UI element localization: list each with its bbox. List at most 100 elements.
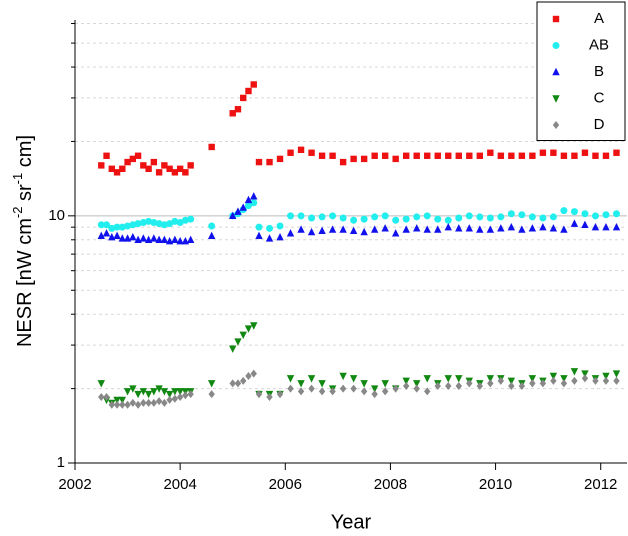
marker-triangle-up <box>391 229 400 237</box>
marker-square <box>434 152 441 159</box>
marker-triangle-down <box>118 396 127 405</box>
x-tick-label: 2002 <box>58 476 91 493</box>
marker-triangle-up <box>591 222 600 231</box>
marker-circle <box>413 213 421 221</box>
marker-square <box>550 149 557 156</box>
marker-square <box>140 162 147 169</box>
marker-circle <box>350 216 358 224</box>
marker-square <box>476 152 483 159</box>
marker-square <box>308 149 315 156</box>
y-label-superscript: -2 <box>10 207 25 219</box>
marker-circle <box>145 217 153 225</box>
marker-diamond <box>161 398 168 407</box>
marker-diamond <box>602 376 610 385</box>
marker-square <box>134 152 142 159</box>
marker-triangle-up <box>497 224 505 232</box>
marker-square <box>371 152 378 159</box>
marker-square <box>360 155 368 163</box>
marker-circle <box>129 221 137 229</box>
marker-triangle-up <box>255 231 263 240</box>
y-label-part: sr <box>14 184 36 207</box>
marker-circle <box>297 212 305 220</box>
marker-circle <box>287 212 295 220</box>
marker-square <box>234 106 242 113</box>
marker-circle <box>455 214 463 222</box>
marker-circle <box>139 218 147 226</box>
marker-triangle-down <box>244 325 253 333</box>
marker-triangle-up <box>318 226 326 234</box>
x-tick-label: 2004 <box>163 476 196 493</box>
marker-square <box>466 152 473 159</box>
marker-triangle-up <box>560 225 568 233</box>
marker-triangle-down <box>402 377 410 386</box>
marker-diamond <box>487 379 494 388</box>
marker-circle <box>134 220 142 228</box>
marker-triangle-down <box>370 385 379 393</box>
marker-diamond <box>176 392 184 401</box>
marker-triangle-up <box>102 229 111 237</box>
marker-triangle-up <box>160 235 169 243</box>
marker-square <box>539 149 547 156</box>
marker-triangle-down <box>297 380 305 388</box>
marker-triangle-down <box>549 372 558 381</box>
marker-square <box>413 152 420 159</box>
marker-square <box>166 165 173 173</box>
marker-square <box>518 152 526 159</box>
marker-triangle-up <box>360 227 368 236</box>
marker-diamond <box>360 387 368 396</box>
marker-diamond <box>434 381 441 390</box>
marker-square <box>113 169 121 176</box>
marker-triangle-up <box>150 234 158 242</box>
marker-triangle-up <box>265 234 274 242</box>
marker-square <box>98 162 105 169</box>
marker-triangle-up <box>602 222 610 231</box>
marker-square <box>108 165 115 173</box>
marker-square <box>129 155 137 163</box>
marker-triangle-up <box>434 225 442 233</box>
marker-triangle-down <box>239 331 247 340</box>
marker-triangle-up <box>381 224 389 232</box>
marker-circle <box>612 210 620 218</box>
marker-circle <box>113 223 121 231</box>
marker-diamond <box>476 381 483 390</box>
marker-circle <box>402 215 410 223</box>
marker-circle <box>476 213 484 221</box>
marker-triangle-up <box>113 231 121 240</box>
marker-diamond <box>150 398 158 407</box>
marker-triangle-down <box>612 370 621 378</box>
marker-circle <box>560 207 568 215</box>
marker-triangle-up <box>118 234 127 242</box>
marker-diamond <box>108 400 115 409</box>
marker-diamond <box>529 379 536 388</box>
marker-triangle-down <box>207 380 216 388</box>
marker-triangle-down <box>528 375 537 383</box>
marker-square <box>329 152 336 159</box>
marker-triangle-up <box>250 192 258 200</box>
marker-diamond <box>171 394 179 403</box>
marker-circle <box>486 214 494 222</box>
marker-triangle-up <box>507 222 516 231</box>
marker-square <box>339 158 347 166</box>
marker-circle <box>318 213 326 221</box>
marker-diamond <box>287 384 294 393</box>
marker-circle <box>181 216 189 224</box>
marker-circle <box>381 212 389 220</box>
marker-circle <box>187 215 195 223</box>
x-tick-label: 2010 <box>479 476 512 493</box>
marker-square <box>171 169 179 176</box>
marker-diamond <box>424 387 431 396</box>
marker-triangle-up <box>423 225 431 233</box>
marker-circle <box>539 214 547 222</box>
marker-triangle-down <box>171 388 179 396</box>
marker-diamond <box>308 384 315 393</box>
marker-triangle-down <box>381 380 389 388</box>
marker-triangle-up <box>155 235 163 243</box>
x-axis-label: Year <box>331 511 372 533</box>
marker-square <box>487 149 494 156</box>
marker-circle <box>244 202 252 210</box>
legend-label: B <box>594 63 604 80</box>
marker-diamond <box>140 398 147 407</box>
marker-triangle-up <box>171 235 179 243</box>
marker-square <box>276 155 284 163</box>
